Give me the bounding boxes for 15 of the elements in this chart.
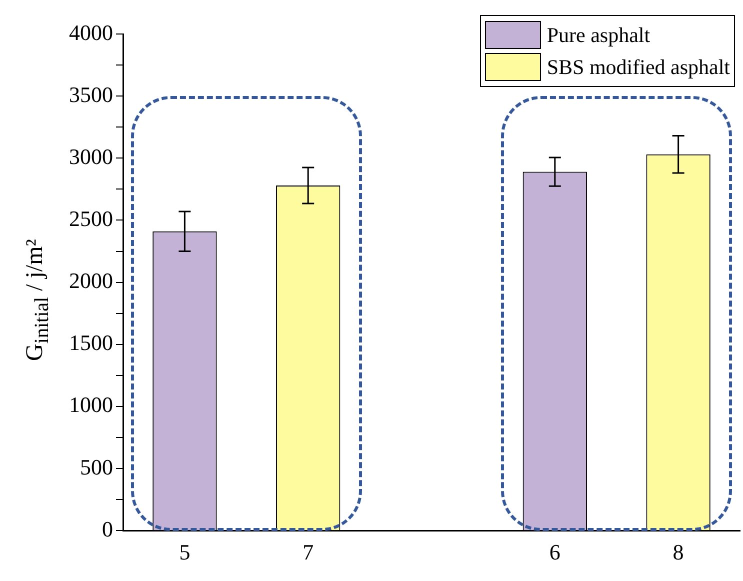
y-tick-label: 0	[102, 516, 113, 542]
y-tick-label: 1000	[69, 392, 113, 418]
y-tick-label: 3500	[69, 82, 113, 107]
y-tick-label: 2500	[69, 206, 113, 232]
y-tick-label: 500	[80, 454, 113, 480]
x-tick-label: 6	[549, 540, 560, 565]
y-tick-label: 2000	[69, 268, 113, 294]
x-tick-label: 7	[302, 540, 314, 565]
y-tick-label: 1500	[69, 330, 113, 356]
y-tick-label: 3000	[69, 144, 113, 169]
legend-label: SBS modified asphalt	[546, 54, 730, 80]
x-tick-label: 5	[179, 540, 190, 565]
y-tick-label: 4000	[69, 20, 113, 45]
legend-label: Pure asphalt	[546, 22, 650, 48]
x-tick-label: 8	[672, 540, 684, 565]
